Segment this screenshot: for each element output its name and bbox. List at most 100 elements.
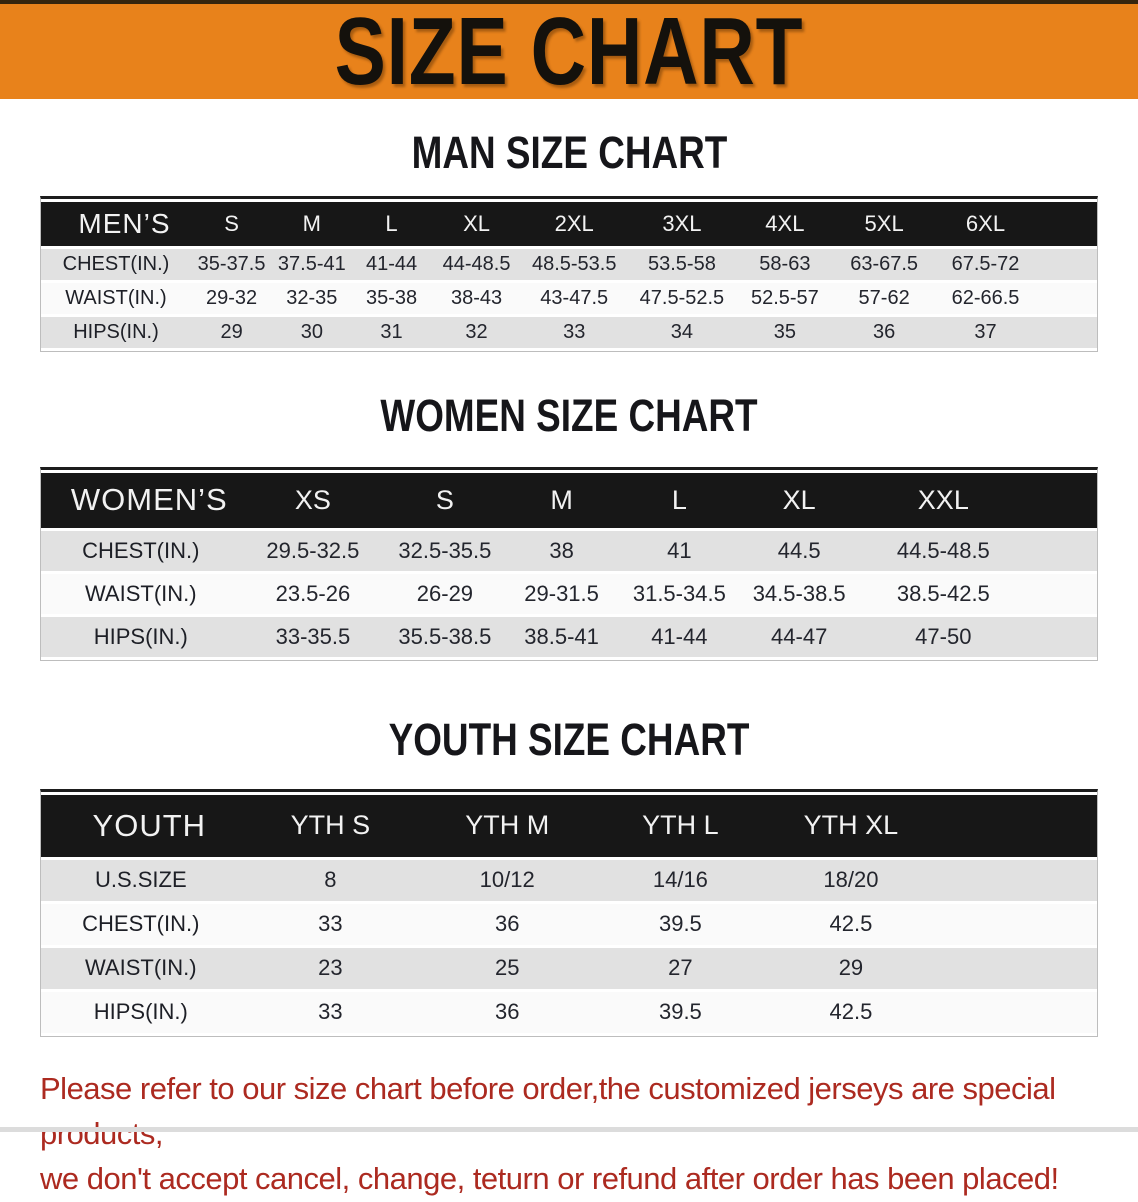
table-cell: 39.5 (594, 991, 767, 1033)
table-cell: 31 (351, 317, 432, 349)
table-cell: 53.5-58 (627, 249, 737, 281)
men-waist-row: WAIST(IN.) 29-32 32-35 35-38 38-43 43-47… (41, 283, 1097, 315)
banner-title: SIZE CHART (334, 0, 804, 99)
men-heading-text: MAN SIZE CHART (411, 127, 727, 178)
table-cell: 30 (272, 317, 352, 349)
youth-ussize-row: U.S.SIZE 8 10/12 14/16 18/20 (41, 859, 1097, 901)
men-col-m: M (272, 202, 352, 247)
spacer-cell (1028, 573, 1097, 614)
table-cell: 63-67.5 (832, 249, 936, 281)
youth-corner-label: YOUTH (41, 794, 241, 857)
spacer-cell (935, 947, 1097, 989)
row-label: CHEST(IN.) (41, 530, 241, 571)
women-col-l: L (618, 472, 741, 528)
table-cell: 36 (420, 903, 595, 945)
women-heading-text: WOMEN SIZE CHART (380, 390, 758, 442)
bottom-border-strip (0, 1127, 1138, 1132)
table-cell: 39.5 (594, 903, 767, 945)
table-cell: 42.5 (766, 991, 936, 1033)
men-col-5xl: 5XL (832, 202, 936, 247)
women-size-table: WOMEN’S XS S M L XL XXL CHEST(IN.) 29.5-… (40, 466, 1098, 661)
table-cell: 38 (504, 530, 619, 571)
women-waist-row: WAIST(IN.) 23.5-26 26-29 29-31.5 31.5-34… (41, 573, 1097, 614)
spacer-cell (1035, 202, 1097, 247)
table-cell: 23 (240, 947, 421, 989)
spacer-cell (935, 859, 1097, 901)
row-label: U.S.SIZE (41, 859, 241, 901)
men-col-3xl: 3XL (627, 202, 737, 247)
table-cell: 35.5-38.5 (385, 616, 505, 657)
row-label: WAIST(IN.) (41, 283, 191, 315)
women-header-row: WOMEN’S XS S M L XL XXL (41, 472, 1097, 528)
men-col-l: L (351, 202, 432, 247)
disclaimer-text: Please refer to our size chart before or… (40, 1067, 1098, 1202)
table-cell: 41 (618, 530, 741, 571)
size-chart-banner: SIZE CHART (0, 0, 1138, 99)
table-cell: 35-37.5 (190, 249, 273, 281)
table-cell: 43-47.5 (521, 283, 628, 315)
table-cell: 10/12 (420, 859, 595, 901)
row-label: CHEST(IN.) (41, 249, 191, 281)
row-label: WAIST(IN.) (41, 947, 241, 989)
men-corner-label: MEN’S (41, 202, 191, 247)
table-cell: 36 (420, 991, 595, 1033)
table-cell: 23.5-26 (240, 573, 386, 614)
youth-col-xl: YTH XL (766, 794, 936, 857)
table-cell: 62-66.5 (935, 283, 1036, 315)
table-cell: 27 (594, 947, 767, 989)
table-cell: 57-62 (832, 283, 936, 315)
spacer-cell (1035, 317, 1097, 349)
youth-header-row: YOUTH YTH S YTH M YTH L YTH XL (41, 794, 1097, 857)
men-size-table: MEN’S S M L XL 2XL 3XL 4XL 5XL 6XL CHEST… (40, 196, 1098, 353)
table-cell: 47-50 (858, 616, 1029, 657)
women-section-heading: WOMEN SIZE CHART (0, 390, 1138, 442)
table-cell: 52.5-57 (736, 283, 833, 315)
disclaimer-line-2: we don't accept cancel, change, teturn o… (40, 1160, 1059, 1196)
table-cell: 34.5-38.5 (740, 573, 859, 614)
women-corner-label: WOMEN’S (41, 472, 241, 528)
table-cell: 44-47 (740, 616, 859, 657)
table-cell: 36 (832, 317, 936, 349)
row-label: HIPS(IN.) (41, 991, 241, 1033)
table-cell: 42.5 (766, 903, 936, 945)
table-cell: 58-63 (736, 249, 833, 281)
table-cell: 29 (766, 947, 936, 989)
youth-heading-text: YOUTH SIZE CHART (388, 713, 750, 765)
table-cell: 34 (627, 317, 737, 349)
table-cell: 44.5-48.5 (858, 530, 1029, 571)
spacer-cell (935, 903, 1097, 945)
spacer-cell (1028, 530, 1097, 571)
youth-chest-row: CHEST(IN.) 33 36 39.5 42.5 (41, 903, 1097, 945)
women-col-xs: XS (240, 472, 386, 528)
table-cell: 31.5-34.5 (618, 573, 741, 614)
table-cell: 41-44 (351, 249, 432, 281)
men-hips-row: HIPS(IN.) 29 30 31 32 33 34 35 36 37 (41, 317, 1097, 349)
row-label: HIPS(IN.) (41, 616, 241, 657)
men-chest-row: CHEST(IN.) 35-37.5 37.5-41 41-44 44-48.5… (41, 249, 1097, 281)
table-cell: 35-38 (351, 283, 432, 315)
spacer-cell (1028, 616, 1097, 657)
men-header-row: MEN’S S M L XL 2XL 3XL 4XL 5XL 6XL (41, 202, 1097, 247)
youth-col-s: YTH S (240, 794, 421, 857)
spacer-cell (935, 991, 1097, 1033)
row-label: WAIST(IN.) (41, 573, 241, 614)
table-cell: 44-48.5 (431, 249, 522, 281)
table-cell: 48.5-53.5 (521, 249, 628, 281)
table-cell: 41-44 (618, 616, 741, 657)
youth-col-m: YTH M (420, 794, 595, 857)
table-cell: 38-43 (431, 283, 522, 315)
table-cell: 33 (240, 903, 421, 945)
women-col-m: M (504, 472, 619, 528)
table-cell: 18/20 (766, 859, 936, 901)
table-cell: 26-29 (385, 573, 505, 614)
women-chest-row: CHEST(IN.) 29.5-32.5 32.5-35.5 38 41 44.… (41, 530, 1097, 571)
spacer-cell (1028, 472, 1097, 528)
women-col-xl: XL (740, 472, 859, 528)
youth-size-table: YOUTH YTH S YTH M YTH L YTH XL U.S.SIZE … (40, 788, 1098, 1037)
men-section-heading: MAN SIZE CHART (0, 127, 1138, 178)
table-cell: 67.5-72 (935, 249, 1036, 281)
table-cell: 38.5-42.5 (858, 573, 1029, 614)
women-col-xxl: XXL (858, 472, 1029, 528)
youth-col-l: YTH L (594, 794, 767, 857)
table-cell: 33 (240, 991, 421, 1033)
